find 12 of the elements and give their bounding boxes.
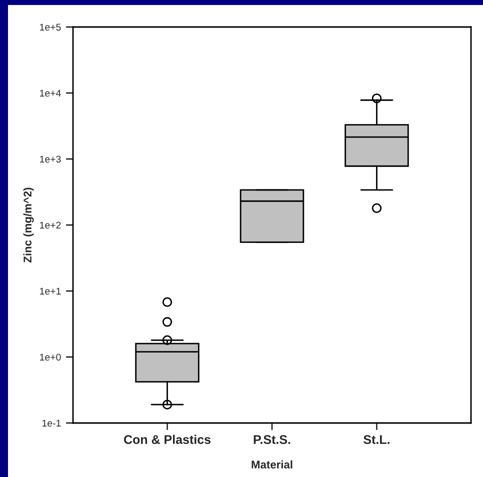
x-axis-title: Material [252,460,292,469]
y-tick-label: 1e+3 [40,156,61,163]
y-tick-label: 1e-1 [42,420,61,427]
y-axis-title: Zinc (mg/m^2) [23,188,34,262]
x-tick-label: Con & Plastics [124,434,211,444]
y-tick-label: 1e+5 [40,24,61,31]
x-tick-label: P.St.S. [254,435,290,444]
y-tick-label: 1e+1 [40,288,61,295]
y-tick-label: 1e+0 [40,354,61,361]
y-tick-label: 1e+4 [40,90,61,97]
x-tick-label: St.L. [364,435,390,444]
y-tick-label: 1e+2 [40,222,61,229]
